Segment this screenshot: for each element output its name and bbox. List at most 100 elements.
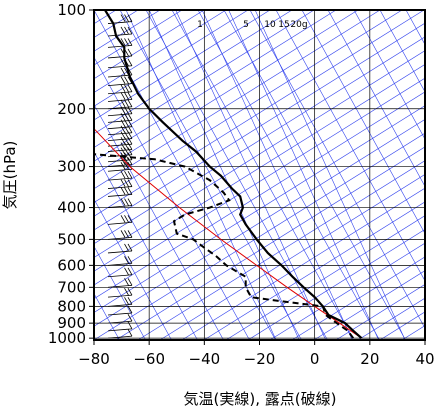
mixing-ratio-label: 15 (278, 20, 289, 30)
adiabat-line (94, 245, 146, 340)
isotherm-line (94, 10, 183, 66)
isotherm-line (225, 215, 425, 340)
barb-shaft (107, 91, 133, 95)
series-line-dashed (94, 153, 355, 339)
isotherm-line (203, 201, 425, 340)
barb-shaft (107, 294, 133, 298)
adiabat-line (301, 10, 425, 235)
barb-shaft (107, 119, 133, 123)
barb-shaft (107, 262, 133, 266)
barb-feather (124, 179, 129, 187)
barb-feather (127, 157, 133, 165)
isotherm-line (247, 229, 425, 340)
x-tick-label: −20 (244, 350, 276, 368)
y-tick-label: 200 (57, 100, 86, 118)
barb-feather (124, 26, 129, 35)
barb-shaft (107, 186, 133, 189)
barb-shaft (107, 99, 133, 102)
barb-feather (127, 313, 133, 322)
adiabat-line (353, 10, 425, 140)
barb-shaft (107, 320, 133, 324)
x-tick-label: −40 (189, 350, 221, 368)
wind-barb (107, 297, 133, 307)
barb-feather (124, 256, 129, 264)
barb-feather (128, 1, 132, 8)
mixing-ratio-label: 10 (264, 20, 276, 30)
barb-feather (127, 215, 133, 223)
mixing-ratio-line (254, 10, 406, 340)
y-tick-label: 800 (57, 297, 86, 315)
isotherm-line (94, 77, 425, 286)
wind-barb (107, 187, 133, 197)
barb-feather (124, 147, 129, 155)
barb-feather (120, 67, 126, 76)
mixing-ratio-line (148, 10, 300, 340)
wind-barb (107, 313, 133, 324)
barb-feather (124, 106, 129, 114)
barb-shaft (107, 284, 133, 288)
wind-barb (107, 38, 133, 48)
barb-shaft (107, 83, 133, 87)
barb-feather (127, 99, 133, 107)
isotherm-line (181, 187, 425, 340)
wind-barb (107, 278, 133, 288)
isotherm-line (94, 132, 425, 340)
barb-shaft (107, 194, 133, 197)
adiabat-line (145, 10, 328, 340)
barb-feather (127, 92, 133, 100)
barb-feather (124, 131, 129, 139)
barb-feather (124, 99, 129, 107)
barb-shaft (107, 205, 133, 208)
adiabat-line (119, 10, 302, 340)
y-tick-label: 100 (57, 1, 86, 19)
x-axis-title: 気温(実線), 露点(破線) (184, 390, 337, 408)
barb-feather (121, 1, 125, 8)
wind-barb (107, 179, 133, 189)
isotherm-line (94, 119, 425, 327)
adiabat-line (94, 198, 172, 340)
barb-feather (120, 187, 126, 195)
wind-barb (107, 26, 133, 37)
barb-shaft (107, 168, 133, 172)
barb-feather (120, 76, 126, 84)
barb-shaft (107, 274, 133, 278)
y-tick-label: 400 (57, 199, 86, 217)
y-tick-label: 900 (57, 314, 86, 332)
wind-barb (107, 142, 133, 152)
barb-feather (124, 92, 129, 100)
barb-feather (127, 58, 133, 66)
barb-feather (127, 84, 133, 92)
barb-feather (124, 76, 129, 84)
isotherm-line (94, 10, 403, 203)
isotherm-line (94, 50, 425, 258)
isotherm-line (137, 160, 425, 340)
y-tick-label: 500 (57, 230, 86, 248)
mixing-ratio-label: 1 (197, 20, 203, 30)
barb-feather (124, 170, 129, 179)
barb-feather (127, 328, 133, 337)
wind-barb (107, 198, 133, 208)
mixing-ratio-label: 20g (290, 20, 307, 30)
wind-barb (108, 1, 132, 11)
x-tick-label: −80 (78, 350, 110, 368)
grid-lines (94, 10, 425, 340)
barb-feather (127, 147, 133, 155)
barb-feather (120, 142, 126, 150)
barb-feather (124, 278, 129, 286)
y-tick-label: 300 (57, 158, 86, 176)
barb-feather (127, 48, 133, 57)
barb-feather (127, 26, 133, 35)
barb-feather (120, 58, 126, 66)
barb-feather (120, 14, 126, 22)
barb-feather (120, 131, 126, 139)
y-tick-label: 700 (57, 278, 86, 296)
mixing-ratio-labels: 1 5 10 15 20g (197, 20, 307, 30)
background-reference-lines (94, 10, 425, 340)
barb-shaft (107, 143, 133, 147)
barb-feather (127, 321, 133, 330)
wind-barb (107, 92, 133, 102)
x-tick-label: 40 (415, 350, 434, 368)
